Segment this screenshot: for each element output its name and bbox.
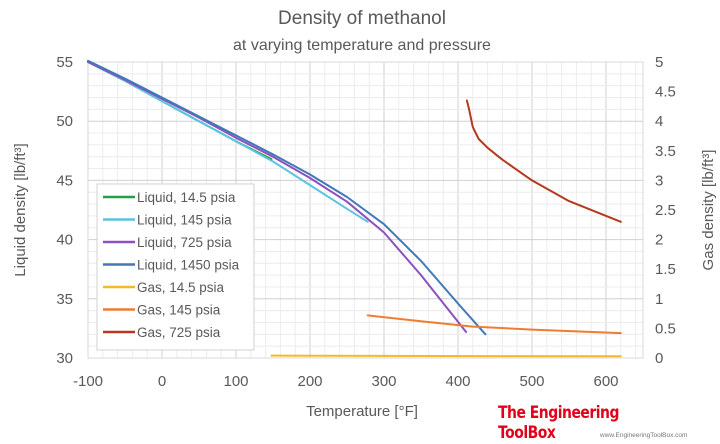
series-line-6 bbox=[366, 314, 622, 335]
x-tick-label: 200 bbox=[297, 373, 322, 390]
series-line-5 bbox=[270, 354, 622, 358]
y2-tick-label: 4 bbox=[655, 113, 663, 130]
legend: Liquid, 14.5 psia Liquid, 145 psia Liquid,… bbox=[96, 183, 255, 351]
legend-item-label: Liquid, 1450 psia bbox=[137, 258, 240, 273]
chart-subtitle: at varying temperature and pressure bbox=[233, 37, 491, 54]
y2-axis-label: Gas density [lb/ft³] bbox=[700, 150, 717, 271]
series-line-4 bbox=[87, 59, 487, 336]
y-tick-label: 45 bbox=[56, 172, 73, 189]
y-tick-label: 30 bbox=[56, 350, 73, 367]
y2-tick-label: 0 bbox=[655, 350, 663, 367]
x-tick-label: 0 bbox=[158, 373, 166, 390]
legend-item-label: Gas, 725 psia bbox=[137, 325, 221, 340]
plot-area-border bbox=[87, 61, 644, 359]
legend-item-label: Liquid, 14.5 psia bbox=[137, 190, 236, 205]
y2-tick-label: 2 bbox=[655, 232, 663, 249]
brand-logo: The Engineering ToolBox bbox=[498, 403, 619, 443]
y-axis-label: Liquid density [lb/ft³] bbox=[12, 143, 29, 276]
y-tick-label: 55 bbox=[56, 54, 73, 71]
y2-tick-label: 3.5 bbox=[655, 143, 676, 160]
x-tick-label: 600 bbox=[593, 373, 618, 390]
y2-tick-label: 5 bbox=[655, 54, 663, 71]
y-tick-label: 35 bbox=[56, 291, 73, 308]
x-axis: -100 0 100 200 300 400 500 600 bbox=[73, 373, 619, 390]
legend-item-label: Gas, 14.5 psia bbox=[137, 280, 225, 295]
x-tick-label: -100 bbox=[73, 373, 103, 390]
y-tick-label: 40 bbox=[56, 232, 73, 249]
y2-tick-label: 2.5 bbox=[655, 202, 676, 219]
legend-box bbox=[96, 183, 255, 351]
y2-tick-label: 4.5 bbox=[655, 84, 676, 101]
y2-tick-label: 3 bbox=[655, 172, 663, 189]
series-lines bbox=[87, 59, 622, 358]
legend-item-label: Liquid, 145 psia bbox=[137, 213, 232, 228]
legend-item-label: Gas, 145 psia bbox=[137, 303, 221, 318]
x-tick-label: 400 bbox=[445, 373, 470, 390]
x-axis-label: Temperature [°F] bbox=[306, 403, 418, 420]
series-line-7 bbox=[465, 99, 622, 223]
y-tick-label: 50 bbox=[56, 113, 73, 130]
x-tick-label: 300 bbox=[371, 373, 396, 390]
y2-tick-label: 1 bbox=[655, 291, 663, 308]
y-axis-left: 30 35 40 45 50 55 bbox=[56, 54, 73, 367]
legend-item-label: Liquid, 725 psia bbox=[137, 235, 232, 250]
series-line-3 bbox=[87, 61, 468, 333]
y2-tick-label: 0.5 bbox=[655, 320, 676, 337]
chart-title: Density of methanol bbox=[278, 8, 446, 29]
x-tick-label: 500 bbox=[519, 373, 544, 390]
x-tick-label: 100 bbox=[223, 373, 248, 390]
series-line-2 bbox=[87, 61, 369, 223]
y2-tick-label: 1.5 bbox=[655, 261, 676, 278]
brand-url: www.EngineeringToolBox.com bbox=[600, 432, 688, 439]
y-axis-right: 0 0.5 1 1.5 2 2.5 3 3.5 4 4.5 5 bbox=[655, 54, 676, 367]
